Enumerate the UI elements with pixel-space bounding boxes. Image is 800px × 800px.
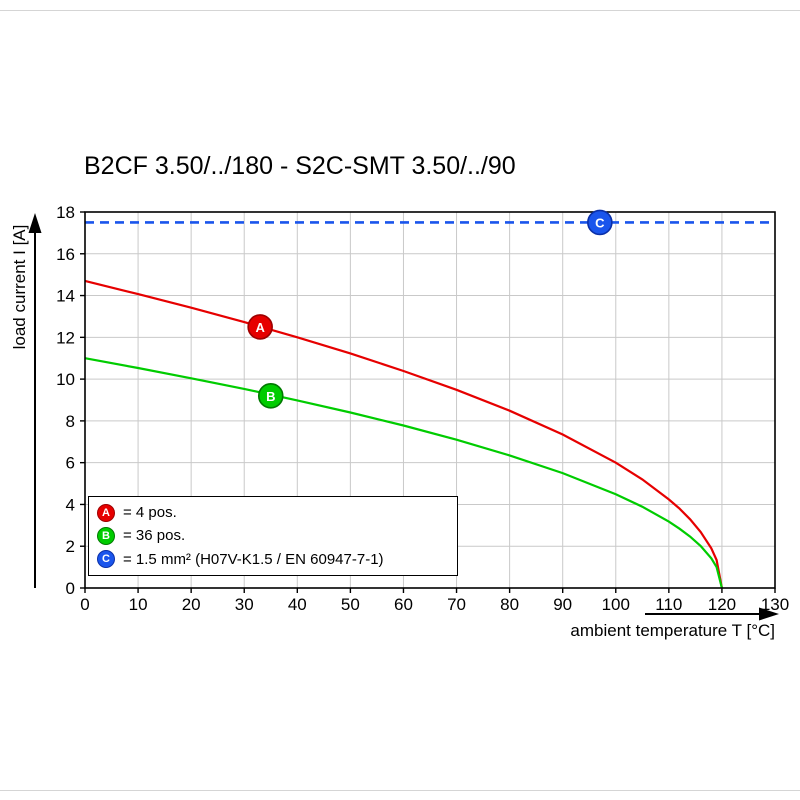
x-tick-label: 50 (341, 595, 360, 614)
y-tick-label: 2 (66, 537, 75, 556)
x-tick-label: 120 (708, 595, 736, 614)
y-tick-label: 12 (56, 328, 75, 347)
y-tick-label: 6 (66, 454, 75, 473)
chart-legend: A = 4 pos. B = 36 pos. C = 1.5 mm² (H07V… (88, 496, 458, 576)
y-tick-label: 18 (56, 203, 75, 222)
axis-arrows (28, 213, 779, 621)
tick-labels: 0 10 20 30 40 50 60 70 80 90 100 110 120 130 0 2 4 6 8 10 12… (56, 203, 789, 614)
x-axis-label: ambient temperature T [°C] (570, 621, 775, 640)
y-tick-label: 10 (56, 370, 75, 389)
x-tick-label: 0 (80, 595, 89, 614)
curve-markers: A B C (247, 209, 613, 409)
x-tick-label: 100 (602, 595, 630, 614)
legend-label-c: = 1.5 mm² (H07V-K1.5 / EN 60947-7-1) (123, 550, 384, 568)
marker-a: A (247, 314, 273, 340)
y-tick-label: 8 (66, 412, 75, 431)
svg-text:C: C (595, 215, 605, 230)
y-tick-label: 14 (56, 287, 75, 306)
series-a-curve (84, 279, 723, 589)
legend-marker-c: C (97, 550, 115, 569)
x-tick-label: 90 (553, 595, 572, 614)
x-tick-label: 80 (500, 595, 519, 614)
y-tick-label: 0 (66, 579, 75, 598)
svg-text:B: B (266, 389, 275, 404)
x-tick-label: 60 (394, 595, 413, 614)
legend-label-a: = 4 pos. (123, 504, 177, 522)
x-tick-label: 30 (235, 595, 254, 614)
x-tick-label: 10 (129, 595, 148, 614)
x-tick-label: 130 (761, 595, 789, 614)
chart-title: B2CF 3.50/../180 - S2C-SMT 3.50/../90 (84, 152, 516, 180)
x-tick-label: 40 (288, 595, 307, 614)
legend-item-c: C = 1.5 mm² (H07V-K1.5 / EN 60947-7-1) (97, 548, 449, 571)
legend-label-b: = 36 pos. (123, 527, 186, 545)
y-axis-arrowhead (28, 213, 42, 233)
legend-marker-b: B (97, 526, 115, 545)
marker-b: B (257, 383, 284, 409)
x-axis-arrowhead (759, 607, 779, 621)
page-border-top (0, 10, 800, 11)
x-tick-label: 20 (182, 595, 201, 614)
plot-frame (80, 211, 776, 593)
legend-marker-a: A (97, 503, 115, 522)
svg-text:A: A (255, 320, 265, 335)
series-b-curve (84, 357, 723, 589)
legend-item-a: A = 4 pos. (97, 501, 449, 524)
x-tick-label: 110 (655, 595, 682, 614)
y-tick-label: 16 (56, 245, 75, 264)
page-border-bottom (0, 790, 800, 791)
y-tick-label: 4 (66, 495, 75, 514)
series-curves (84, 221, 775, 589)
marker-c: C (587, 209, 613, 236)
x-tick-label: 70 (447, 595, 466, 614)
legend-item-b: B = 36 pos. (97, 524, 449, 547)
